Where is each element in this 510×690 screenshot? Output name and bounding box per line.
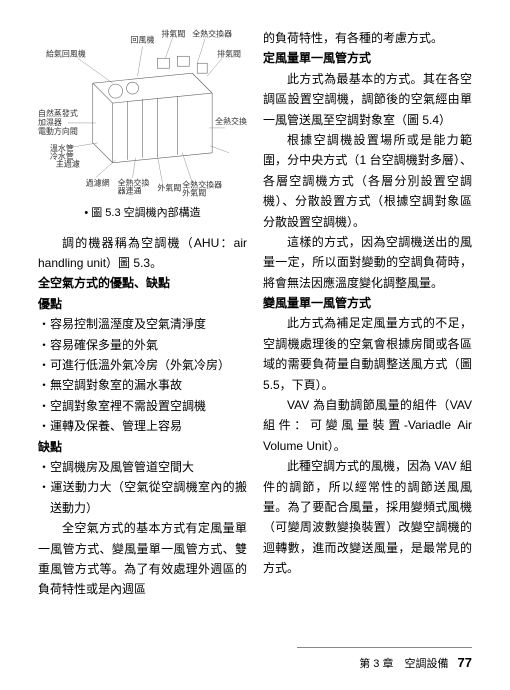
diagram-label: 給氣回風機	[46, 48, 86, 58]
paragraph: 調的機器稱為空調機（AHU：air handling unit）圖 5.3。	[38, 233, 247, 274]
advantages-list: 容易控制溫溼度及空氣清淨度 容易確保多量的外氣 可進行低溫外氣冷房（外氣冷房） …	[38, 314, 247, 436]
heading: 全空氣方式的優點、缺點	[38, 273, 247, 293]
diagram-label: 外氣閥	[157, 183, 181, 193]
diagram-label: 加濕器	[38, 117, 62, 127]
heading: 變風量單一風管方式	[263, 293, 472, 313]
chapter-label: 第 3 章 空調設備	[359, 658, 448, 670]
list-item: 無空調對象室的漏水事故	[50, 375, 247, 395]
disadvantages-list: 空調機房及風管管道空間大 運送動力大（空氣從空調機室內的搬送動力）	[38, 457, 247, 518]
list-item: 運送動力大（空氣從空調機室內的搬送動力）	[50, 477, 247, 518]
paragraph: 的負荷特性，有各種的考慮方式。	[263, 28, 472, 48]
diagram-label: 全熱交換器	[192, 28, 232, 38]
page-number: 77	[452, 655, 472, 670]
diagram-label: 外氣閥	[182, 188, 206, 198]
subheading: 優點	[38, 294, 247, 314]
page-footer: 第 3 章 空調設備 77	[297, 647, 472, 674]
ahu-diagram: 給氣回風機 回風機 排氣閥 全熱交換器 排氣閥 自然蒸發式 加濕器 電動方向閥 …	[38, 28, 247, 198]
list-item: 容易確保多量的外氣	[50, 335, 247, 355]
list-item: 運轉及保養、管理上容易	[50, 416, 247, 436]
diagram-label: 排氣閥	[161, 28, 185, 38]
paragraph: VAV 為自動調節風量的組件（VAV 組件：可變風量裝置-Variadle Ai…	[263, 395, 472, 456]
diagram-label: 電動方向閥	[38, 126, 78, 136]
paragraph: 此方式為補足定風量方式的不足，空調機處理後的空氣會根據房間或各區域的需要負荷量自…	[263, 313, 472, 395]
paragraph: 全空氣方式的基本方式有定風量單一風管方式、變風量單一風管方式、雙重風管方式等。為…	[38, 518, 247, 600]
paragraph: 這樣的方式，因為空調機送出的風量一定，所以面對變動的空調負荷時，將會無法因應溫度…	[263, 232, 472, 293]
diagram-label: 回風機	[131, 34, 155, 44]
diagram-label: 排氣閥	[217, 48, 241, 58]
subheading: 缺點	[38, 437, 247, 457]
paragraph: 此種空調方式的風機，因為 VAV 組件的調節，所以經常性的調節送風風量。為了要配…	[263, 456, 472, 578]
diagram-label: 過濾網	[86, 178, 110, 188]
diagram-label: 自然蒸發式	[38, 108, 78, 118]
paragraph: 根據空調機設置場所或是能力範圍，分中央方式（1 台空調機對多層）、各層空調機方式…	[263, 130, 472, 232]
diagram-label: 器連通	[118, 186, 142, 196]
heading: 定風量單一風管方式	[263, 48, 472, 68]
list-item: 容易控制溫溼度及空氣清淨度	[50, 314, 247, 334]
diagram-label: 主過濾	[56, 159, 80, 169]
list-item: 空調機房及風管管道空間大	[50, 457, 247, 477]
list-item: 可進行低溫外氣冷房（外氣冷房）	[50, 355, 247, 375]
figure-caption: • 圖 5.3 空調機內部構造	[38, 204, 247, 223]
paragraph: 此方式為最基本的方式。其在各空調區設置空調機，調節後的空氣經由單一風管送風至空調…	[263, 69, 472, 130]
list-item: 空調對象室裡不需設置空調機	[50, 396, 247, 416]
diagram-label: 全熱交換器	[215, 116, 247, 126]
